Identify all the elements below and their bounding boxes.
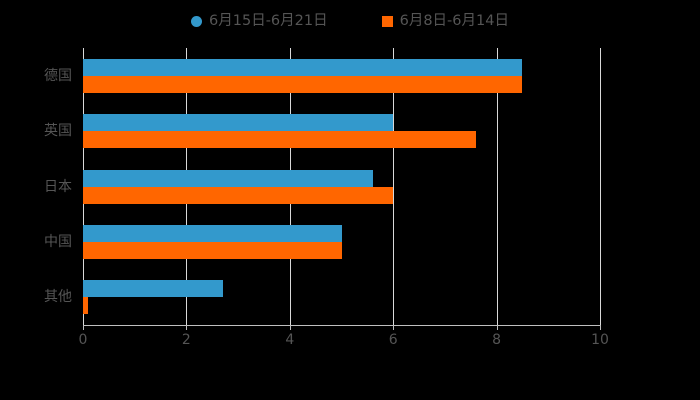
category-label: 德国	[44, 67, 72, 84]
x-tick-mark	[83, 325, 84, 330]
bar-series-2[interactable]	[83, 297, 89, 314]
x-tick-label: 6	[388, 332, 398, 348]
bar-series-1[interactable]	[83, 59, 523, 76]
bar-series-1[interactable]	[83, 114, 394, 131]
x-tick-mark	[600, 325, 601, 330]
bar-series-2[interactable]	[83, 242, 342, 259]
category-label: 其他	[44, 289, 72, 306]
bar-series-2[interactable]	[83, 131, 476, 148]
legend-label-series-1: 6月15日-6月21日	[209, 12, 328, 29]
bar-series-1[interactable]	[83, 170, 373, 187]
x-gridline	[496, 48, 498, 325]
category-label: 中国	[44, 233, 72, 250]
x-tick-label: 4	[285, 332, 295, 348]
x-tick-label: 8	[492, 332, 502, 348]
category-label: 日本	[44, 178, 72, 195]
x-tick-label: 10	[591, 332, 609, 348]
square-marker-icon	[381, 15, 393, 27]
bar-series-1[interactable]	[83, 280, 223, 297]
legend-label-series-2: 6月8日-6月14日	[399, 12, 509, 29]
x-tick-label: 2	[181, 332, 191, 348]
x-gridline	[393, 48, 395, 325]
legend-item-series-2[interactable]: 6月8日-6月14日	[381, 10, 509, 32]
chart-legend: 6月15日-6月21日 6月8日-6月14日	[0, 10, 700, 32]
bar-series-1[interactable]	[83, 225, 342, 242]
plot-area	[83, 48, 601, 325]
x-tick-mark	[186, 325, 188, 330]
bar-series-2[interactable]	[83, 187, 394, 204]
category-label: 英国	[44, 123, 72, 140]
bar-series-2[interactable]	[83, 76, 523, 93]
x-tick-mark	[393, 325, 395, 330]
x-gridline	[600, 48, 601, 325]
x-tick-mark	[289, 325, 291, 330]
x-tick-label: 0	[78, 332, 88, 348]
x-tick-mark	[496, 325, 498, 330]
x-axis-line	[83, 325, 601, 326]
circle-marker-icon	[191, 15, 203, 27]
legend-item-series-1[interactable]: 6月15日-6月21日	[191, 10, 328, 32]
